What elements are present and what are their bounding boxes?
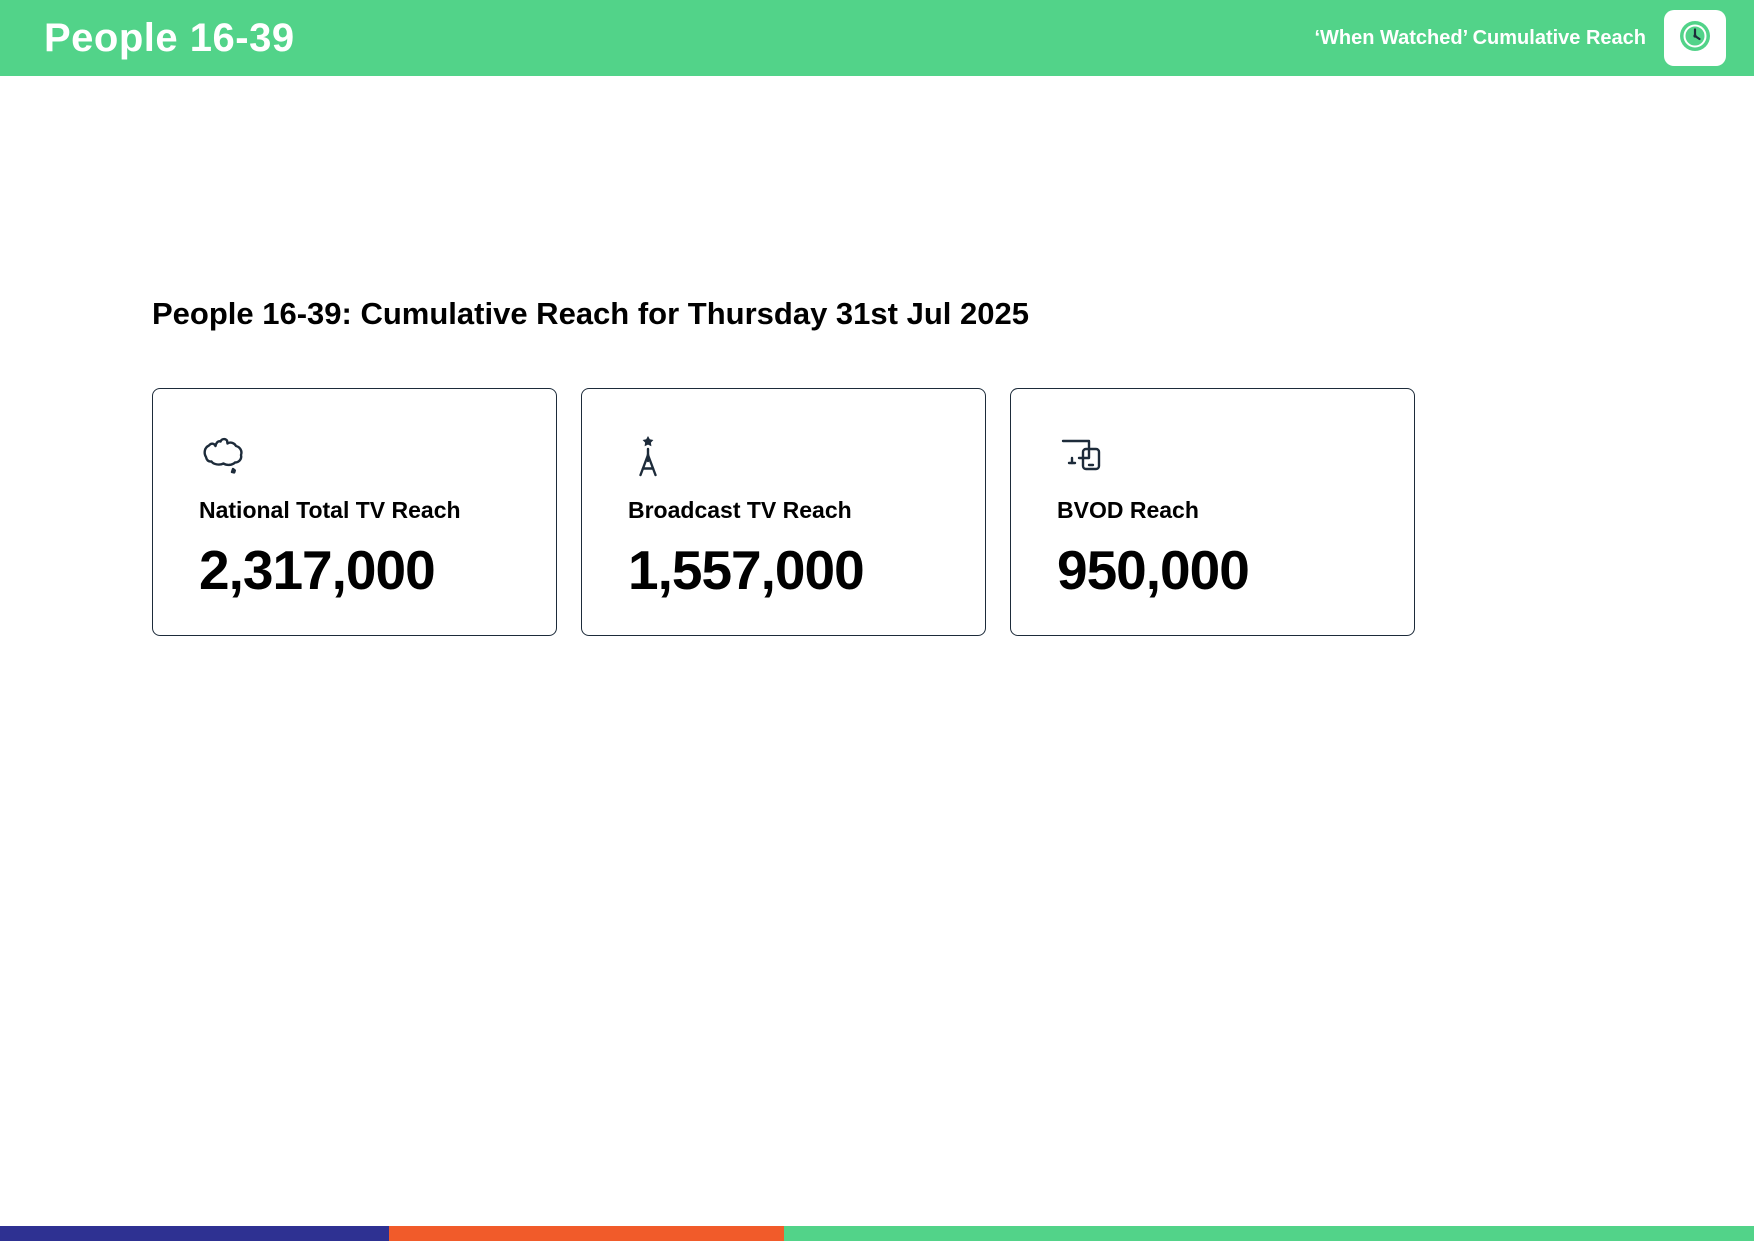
card-label: BVOD Reach: [1057, 497, 1199, 523]
card-label: Broadcast TV Reach: [628, 497, 852, 523]
clock-badge: [1664, 10, 1726, 66]
card-label: National Total TV Reach: [199, 497, 461, 523]
footer-color-bar: [0, 1226, 1754, 1241]
card-bvod-reach: BVOD Reach 950,000: [1010, 388, 1415, 636]
header-bar: People 16-39 ‘When Watched’ Cumulative R…: [0, 0, 1754, 76]
main-heading: People 16-39: Cumulative Reach for Thurs…: [152, 296, 1029, 331]
footer-segment-navy: [0, 1226, 390, 1241]
footer-segment-green: [784, 1226, 1754, 1241]
card-value: 950,000: [1057, 539, 1250, 601]
card-broadcast-tv-reach: Broadcast TV Reach 1,557,000: [581, 388, 986, 636]
footer-segment-orange: [389, 1226, 785, 1241]
card-value: 2,317,000: [199, 539, 436, 601]
kpi-cards-row: National Total TV Reach 2,317,000 Broadc…: [152, 388, 1415, 636]
header-subtitle: ‘When Watched’ Cumulative Reach: [1314, 26, 1646, 49]
card-value: 1,557,000: [628, 539, 865, 601]
australia-map-icon: [199, 433, 526, 479]
broadcast-tower-icon: [628, 433, 955, 479]
devices-icon: [1057, 433, 1384, 479]
page-title: People 16-39: [44, 15, 295, 60]
clock-icon: [1675, 16, 1715, 61]
card-national-total-tv-reach: National Total TV Reach 2,317,000: [152, 388, 557, 636]
